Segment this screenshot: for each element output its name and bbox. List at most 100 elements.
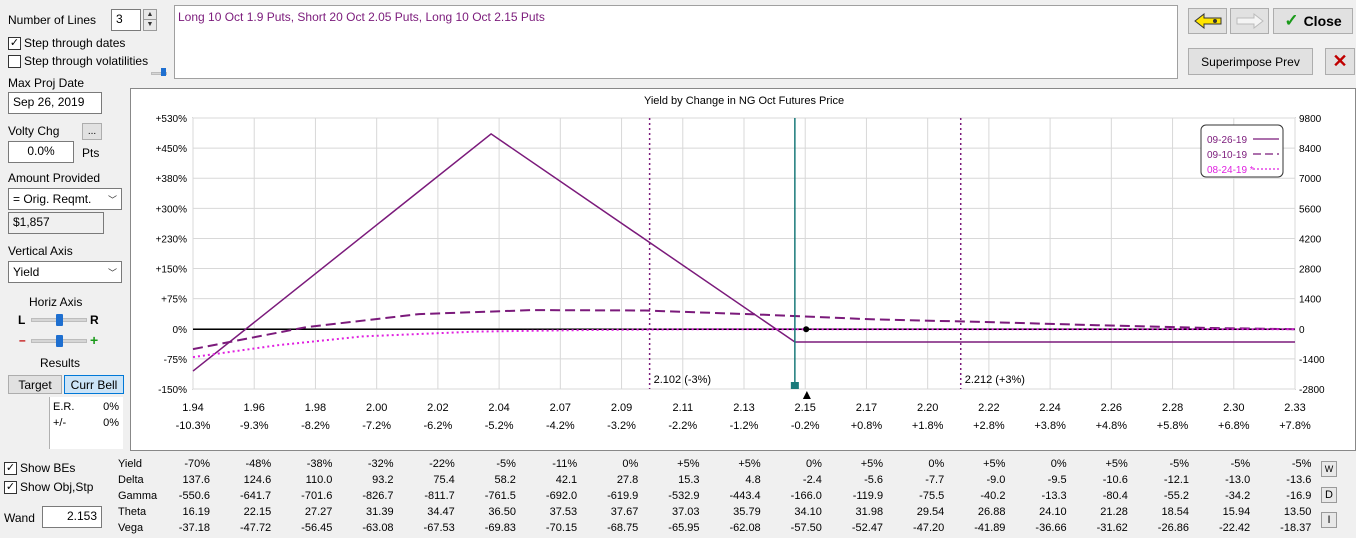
- greeks-row: Vega -37.18 -47.72 -56.45 -63.08 -67.53 -69.83…: [116, 520, 1311, 536]
- greeks-cell: -47.20: [913, 522, 945, 534]
- volty-input[interactable]: 0.0%: [8, 141, 74, 163]
- x-pct-tick-label: -10.3%: [176, 420, 211, 432]
- show-bes-checkbox[interactable]: ✓ Show BEs: [4, 461, 75, 475]
- greeks-w-button[interactable]: W: [1321, 461, 1337, 477]
- x-tick-label: 2.11: [672, 402, 693, 414]
- volty-chg-label: Volty Chg: [8, 124, 60, 138]
- chart-panel[interactable]: Yield by Change in NG Oct Futures Price …: [130, 88, 1356, 451]
- spin-up-icon[interactable]: ▲: [146, 11, 154, 18]
- number-of-lines-label: Number of Lines: [8, 13, 97, 27]
- x-tick-label: 2.30: [1223, 402, 1244, 414]
- x-tick-label: 2.09: [611, 402, 632, 414]
- x-tick-label: 2.26: [1101, 402, 1122, 414]
- y-right-tick-label: -2800: [1299, 385, 1325, 396]
- y-right-tick-label: -1400: [1299, 355, 1325, 366]
- greeks-cell: -69.83: [484, 522, 516, 534]
- strategy-description-box[interactable]: Long 10 Oct 1.9 Puts, Short 20 Oct 2.05 …: [174, 5, 1178, 79]
- number-of-lines-spinner[interactable]: ▲ ▼: [143, 9, 157, 31]
- slider-thumb-icon[interactable]: [56, 314, 63, 326]
- max-proj-date-input[interactable]: Sep 26, 2019: [8, 92, 102, 114]
- delete-x-icon[interactable]: ✕: [1325, 48, 1355, 75]
- x-tick-label: 2.33: [1284, 402, 1305, 414]
- greeks-cell: -692.0: [545, 490, 578, 502]
- horiz-axis-label: Horiz Axis: [29, 295, 83, 309]
- amount-provided-select[interactable]: = Orig. Reqmt. ﹀: [8, 188, 122, 210]
- chevron-down-icon[interactable]: ﹀: [107, 194, 117, 205]
- greeks-cell: 124.6: [243, 474, 272, 486]
- greeks-cell: -52.47: [851, 522, 884, 534]
- greeks-row-label: Yield: [118, 458, 143, 470]
- chevron-down-icon[interactable]: ﹀: [107, 267, 117, 278]
- y-axis-right: 9800 8400 7000 5600 4200 2800 1400 0 -1400 -2800: [1299, 114, 1325, 396]
- prev-arrow-button[interactable]: [1188, 8, 1227, 34]
- slider-thumb-icon[interactable]: [161, 68, 166, 76]
- x-tick-label: 2.20: [917, 402, 938, 414]
- wand-marker[interactable]: [790, 118, 811, 399]
- checkmark-icon[interactable]: ✓: [4, 461, 17, 475]
- greeks-cell: 37.03: [671, 506, 700, 518]
- greeks-row-label: Vega: [118, 522, 144, 534]
- greeks-cell: 34.10: [794, 506, 822, 518]
- greeks-cell: -12.1: [1163, 474, 1189, 486]
- legend-box: [1200, 124, 1284, 178]
- greeks-cell: -7.7: [925, 474, 945, 486]
- target-button[interactable]: Target: [8, 375, 62, 394]
- greeks-cell: -10.6: [1102, 474, 1128, 486]
- checkmark-icon[interactable]: ✓: [4, 480, 17, 494]
- x-tick-label: 2.15: [795, 402, 816, 414]
- superimpose-prev-button[interactable]: Superimpose Prev: [1188, 48, 1313, 75]
- x-pct-tick-label: +1.8%: [912, 420, 944, 432]
- y-right-tick-label: 1400: [1299, 295, 1322, 306]
- greeks-cell: 31.39: [366, 506, 394, 518]
- y-left-tick-label: +450%: [156, 144, 188, 155]
- legend-entry: 09-26-19: [1207, 135, 1247, 146]
- next-arrow-button[interactable]: [1230, 8, 1269, 34]
- show-obj-checkbox[interactable]: ✓ Show Obj,Stp: [4, 480, 93, 494]
- empty-checkbox-icon[interactable]: [8, 54, 21, 68]
- yield-chart[interactable]: Yield by Change in NG Oct Futures Price …: [131, 89, 1356, 452]
- greeks-cell: -641.7: [239, 490, 272, 502]
- greeks-row-label: Gamma: [118, 490, 158, 502]
- slider-thumb-icon[interactable]: [56, 335, 63, 347]
- y-left-tick-label: -150%: [158, 385, 187, 396]
- y-right-tick-label: 2800: [1299, 265, 1322, 276]
- step-vols-checkbox[interactable]: Step through volatilities: [8, 54, 148, 68]
- checkmark-icon[interactable]: ✓: [8, 36, 21, 50]
- curr-bell-button[interactable]: Curr Bell: [64, 375, 124, 394]
- horiz-lr-slider[interactable]: [31, 313, 87, 327]
- number-of-lines-input[interactable]: 3: [111, 9, 141, 31]
- greeks-i-button[interactable]: I: [1321, 512, 1337, 528]
- greeks-cell: 29.54: [916, 506, 945, 518]
- x-tick-label: 1.98: [305, 402, 326, 414]
- x-pct-tick-label: +0.8%: [851, 420, 883, 432]
- greeks-cell: 34.47: [427, 506, 455, 518]
- minus-icon: –: [19, 333, 26, 347]
- step-dates-checkbox[interactable]: ✓ Step through dates: [8, 36, 125, 50]
- small-slider[interactable]: [151, 68, 167, 76]
- greeks-cell: -31.62: [1096, 522, 1128, 534]
- results-box: E.R. 0% +/- 0%: [49, 397, 123, 449]
- greeks-cell: -11%: [552, 458, 578, 470]
- zoom-slider[interactable]: [31, 334, 87, 348]
- spin-down-icon[interactable]: ▼: [144, 19, 156, 28]
- greeks-cell: 0%: [928, 458, 945, 470]
- greeks-cell: -65.95: [668, 522, 700, 534]
- greeks-cell: -70%: [184, 458, 210, 470]
- greeks-cell: -166.0: [790, 490, 822, 502]
- y-left-tick-label: +300%: [156, 204, 188, 215]
- greeks-cell: 4.8: [745, 474, 761, 486]
- results-label: Results: [40, 356, 81, 370]
- x-pct-tick-label: +5.8%: [1157, 420, 1189, 432]
- show-obj-label: Show Obj,Stp: [20, 480, 94, 494]
- greeks-d-button[interactable]: D: [1321, 487, 1337, 503]
- greeks-cell: 137.6: [182, 474, 210, 486]
- x-pct-tick-label: -8.2%: [301, 420, 330, 432]
- greeks-cell: -22%: [429, 458, 455, 470]
- greeks-cell: -40.2: [980, 490, 1006, 502]
- greeks-cell: -36.66: [1035, 522, 1067, 534]
- vertical-axis-select[interactable]: Yield ﹀: [8, 261, 122, 283]
- volty-more-button[interactable]: ...: [82, 123, 102, 140]
- close-button[interactable]: ✓ Close: [1273, 8, 1353, 34]
- x-tick-label: 2.00: [366, 402, 387, 414]
- wand-input[interactable]: 2.153: [42, 506, 102, 528]
